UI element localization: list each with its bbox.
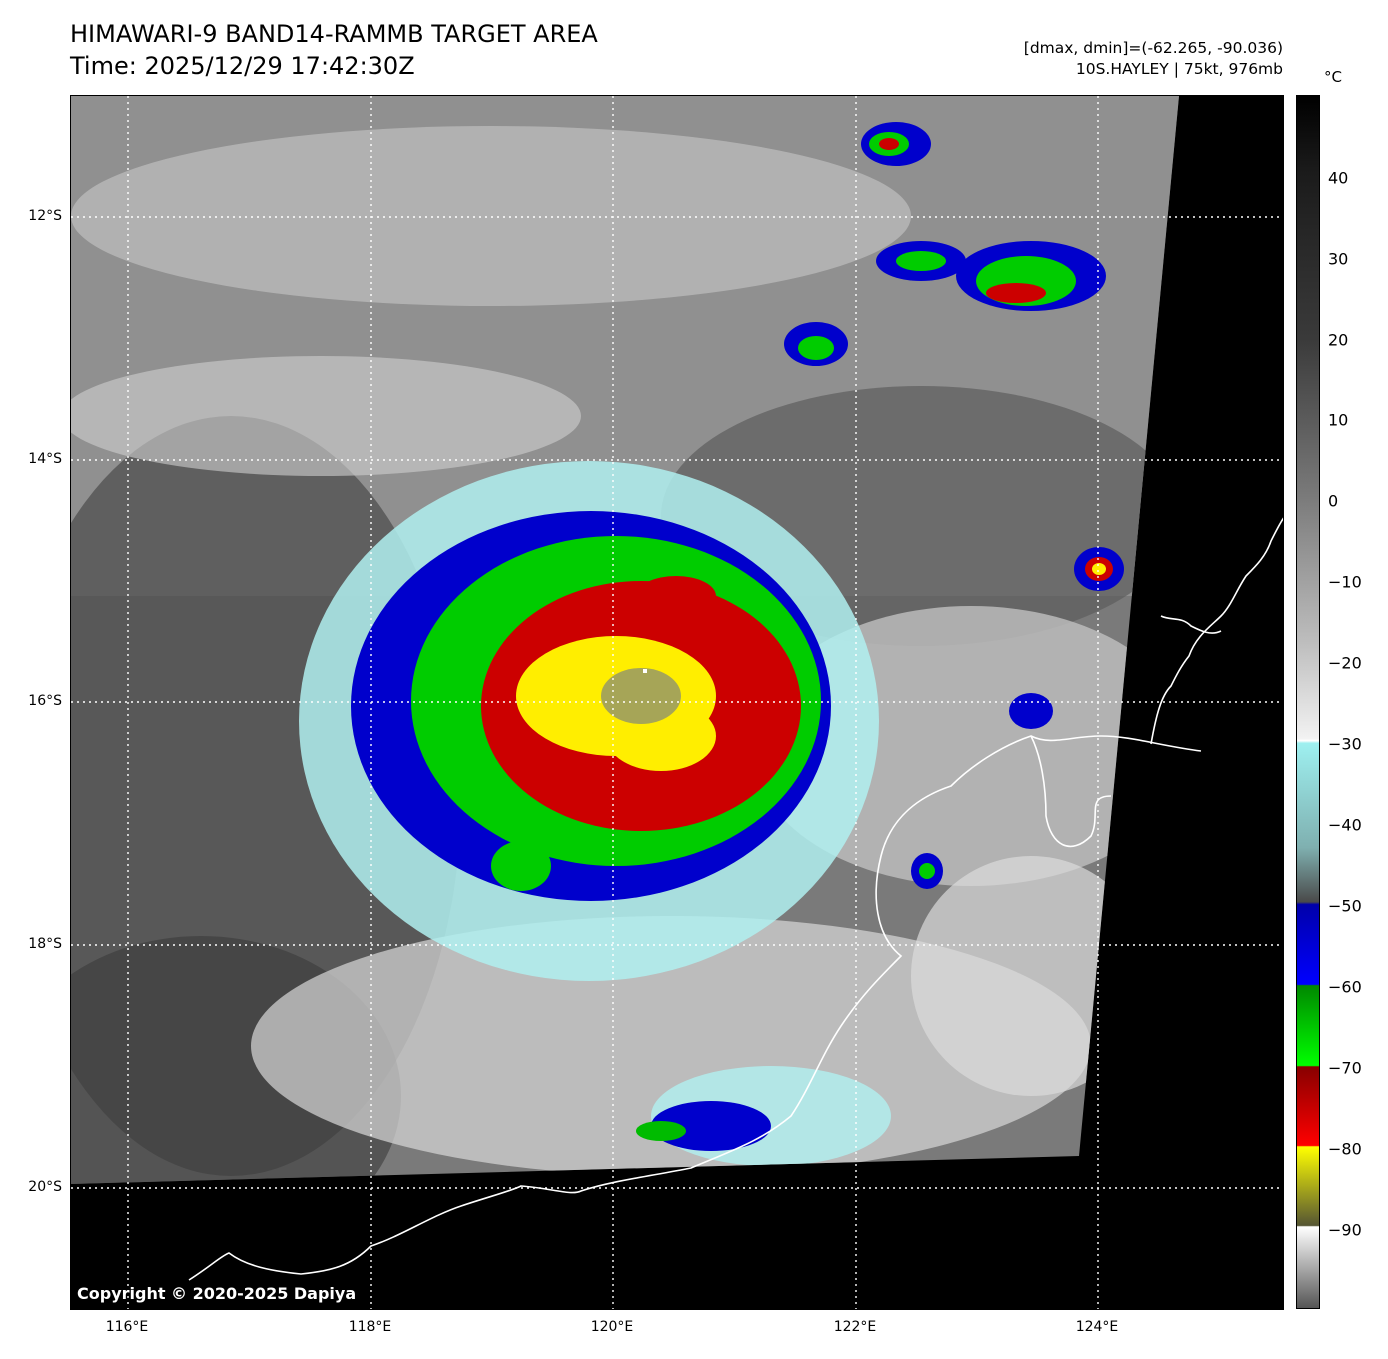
lon-label-124e: 124°E [1075, 1319, 1119, 1335]
storm-text: 10S.HAYLEY | 75kt, 976mb [1075, 60, 1283, 78]
lat-label-12s: 12°S [28, 208, 62, 224]
lat-label-14s: 14°S [28, 451, 62, 467]
range-text: [dmax, dmin]=(-62.265, -90.036) [1023, 39, 1283, 57]
lon-label-116e: 116°E [105, 1319, 149, 1335]
colorbar-tick-0: 0 [1328, 491, 1339, 511]
colorbar-tick-minus40: −40 [1328, 815, 1362, 835]
lon-label-122e: 122°E [833, 1319, 877, 1335]
copyright-text: Copyright © 2020-2025 Dapiya [77, 1284, 357, 1303]
colorbar-tick-40: 40 [1328, 168, 1349, 188]
colorbar-tick-minus80: −80 [1328, 1139, 1362, 1159]
colorbar-tick-10: 10 [1328, 410, 1349, 430]
colorbar-tick-minus20: −20 [1328, 653, 1362, 673]
colorbar [1296, 95, 1320, 1309]
colorbar-tick-minus70: −70 [1328, 1058, 1362, 1078]
colorbar-tick-minus10: −10 [1328, 572, 1362, 592]
lat-label-18s: 18°S [28, 936, 62, 952]
colorbar-unit: °C [1324, 68, 1342, 86]
colorbar-tick-minus50: −50 [1328, 896, 1362, 916]
colorbar-tick-minus90: −90 [1328, 1220, 1362, 1240]
satellite-image [71, 96, 1283, 1309]
lat-label-20s: 20°S [28, 1179, 62, 1195]
satellite-map: Copyright © 2020-2025 Dapiya [70, 95, 1284, 1310]
storm-hayley [299, 461, 879, 981]
title-line-1: HIMAWARI-9 BAND14-RAMMB TARGET AREA [70, 20, 598, 48]
gridlines [71, 96, 1283, 1309]
colorbar-tick-20: 20 [1328, 330, 1349, 350]
lat-label-16s: 16°S [28, 693, 62, 709]
colorbar-tick-30: 30 [1328, 249, 1349, 269]
convective-cells [784, 122, 1124, 889]
title-line-2: Time: 2025/12/29 17:42:30Z [70, 52, 415, 80]
colorbar-tick-minus30: −30 [1328, 734, 1362, 754]
lon-label-118e: 118°E [348, 1319, 392, 1335]
lon-label-120e: 120°E [590, 1319, 634, 1335]
coastline [188, 517, 1283, 1281]
colorbar-tick-minus60: −60 [1328, 977, 1362, 997]
